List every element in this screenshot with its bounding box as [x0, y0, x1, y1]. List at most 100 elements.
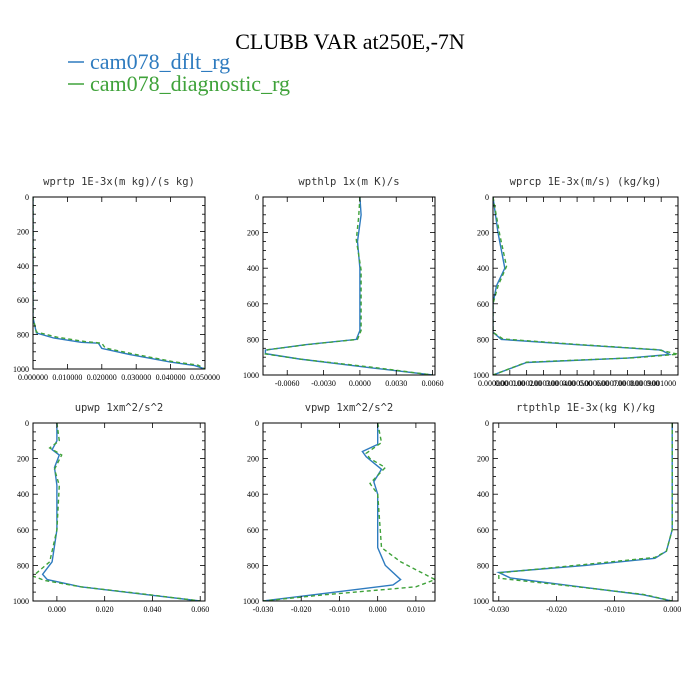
y-tick-label: 200 [247, 229, 259, 238]
y-tick-label: 400 [477, 490, 489, 499]
y-tick-label: 600 [247, 526, 259, 535]
panel-2: wpthlp 1x(m K)/s 0 200 400 600 800 1000 -0.0060… [243, 176, 444, 388]
x-tick-label: 0.000300 [528, 379, 558, 388]
y-tick-label: 1000 [13, 597, 29, 606]
panel-title: wpthlp 1x(m K)/s [298, 176, 399, 188]
x-tick-label: 0.0060 [422, 379, 444, 388]
x-tick-label: 0.000500 [562, 379, 592, 388]
y-tick-label: 1000 [243, 597, 259, 606]
y-tick-label: 0 [485, 193, 489, 202]
y-tick-label: 600 [477, 526, 489, 535]
x-tick-label: 0.000 [48, 605, 66, 614]
x-tick-label: -0.020 [291, 605, 312, 614]
y-tick-label: 400 [247, 264, 259, 273]
panel-4: upwp 1xm^2/s^2 0 200 400 600 800 1000 0.000 0.02… [13, 402, 209, 614]
y-tick-label: 600 [17, 296, 29, 305]
y-tick-label: 800 [477, 561, 489, 570]
x-tick-label: 0.010000 [52, 373, 82, 382]
x-tick-label: 0.000900 [629, 379, 659, 388]
x-tick-label: -0.030 [253, 605, 274, 614]
panel-title: wprtp 1E-3x(m kg)/(s kg) [43, 176, 195, 188]
y-tick-label: 200 [17, 227, 29, 236]
y-tick-label: 0 [25, 193, 29, 202]
series-line-dflt [493, 197, 673, 375]
x-tick-label: -0.010 [604, 605, 625, 614]
y-tick-label: 800 [247, 561, 259, 570]
x-tick-label: 0.040000 [156, 373, 186, 382]
series-line-dflt [264, 197, 433, 375]
plot-frame [32, 196, 206, 370]
x-tick-label: 0.000600 [579, 379, 609, 388]
y-tick-label: 0 [255, 419, 259, 428]
legend: cam078_dflt_rg cam078_diagnostic_rg [68, 49, 290, 96]
x-tick-label: 0.000700 [596, 379, 626, 388]
y-tick-label: 400 [247, 490, 259, 499]
plot-frame [492, 196, 679, 376]
x-tick-label: 0.040 [143, 605, 161, 614]
panel-5: vpwp 1xm^2/s^2 0 200 400 600 800 1000-0.030 -0.… [243, 402, 436, 614]
y-tick-label: 200 [477, 455, 489, 464]
x-tick-label: 0.000 [663, 605, 681, 614]
y-tick-label: 1000 [473, 597, 489, 606]
y-tick-label: 0 [25, 419, 29, 428]
x-tick-label: 0.000000 [18, 373, 48, 382]
x-tick-label: 0.030000 [121, 373, 151, 382]
y-tick-label: 400 [17, 262, 29, 271]
x-tick-label: 0.000400 [545, 379, 575, 388]
series-line-dflt [496, 423, 673, 601]
series-line-diagnostic [493, 197, 678, 375]
x-tick-label: 0.000000 [478, 379, 508, 388]
y-tick-label: 0 [485, 419, 489, 428]
y-tick-label: 200 [247, 455, 259, 464]
x-tick-label: 0.000 [369, 605, 387, 614]
x-tick-label: 0.020000 [87, 373, 117, 382]
plot-frame [32, 422, 206, 602]
legend-item-dflt: cam078_dflt_rg [68, 49, 230, 74]
series-line-diagnostic [33, 423, 201, 601]
x-tick-label: 0.050000 [190, 373, 220, 382]
y-tick-label: 400 [17, 490, 29, 499]
figure-title: CLUBB VAR at250E,-7N [235, 29, 465, 54]
y-tick-label: 600 [247, 300, 259, 309]
series-line-diagnostic [498, 423, 673, 601]
plot-frame [262, 196, 436, 376]
x-tick-label: 0.001000 [646, 379, 676, 388]
panel-title: upwp 1xm^2/s^2 [75, 402, 164, 414]
panels: wprtp 1E-3x(m kg)/(s kg) 0 200 400 600 800 100… [13, 176, 681, 614]
panel-title: wprcp 1E-3x(m/s) (kg/kg) [510, 176, 662, 188]
y-tick-label: 800 [477, 335, 489, 344]
x-tick-label: -0.030 [488, 605, 509, 614]
x-tick-label: -0.010 [329, 605, 350, 614]
series-line-diagnostic [33, 197, 205, 369]
y-tick-label: 1000 [13, 365, 29, 374]
y-tick-label: 800 [247, 335, 259, 344]
plot-frame [262, 422, 436, 602]
x-tick-label: -0.0060 [275, 379, 300, 388]
x-tick-label: 0.060 [191, 605, 209, 614]
y-tick-label: 600 [477, 300, 489, 309]
series-line-diagnostic [263, 423, 435, 601]
series-line-dflt [41, 423, 201, 601]
panel-title: vpwp 1xm^2/s^2 [305, 402, 394, 414]
x-tick-label: -0.0030 [311, 379, 336, 388]
x-tick-label: 0.010 [407, 605, 425, 614]
legend-item-diagnostic: cam078_diagnostic_rg [68, 71, 290, 96]
legend-label-diagnostic: cam078_diagnostic_rg [90, 71, 290, 96]
panel-3: wprcp 1E-3x(m/s) (kg/kg) 0 200 400 600 800 100… [473, 176, 679, 388]
x-tick-label: 0.0000 [349, 379, 371, 388]
x-tick-label: 0.020 [96, 605, 114, 614]
x-tick-label: 0.000200 [512, 379, 542, 388]
legend-label-dflt: cam078_dflt_rg [90, 49, 230, 74]
y-tick-label: 800 [17, 561, 29, 570]
y-tick-label: 1000 [473, 371, 489, 380]
series-line-dflt [263, 423, 402, 601]
panel-1: wprtp 1E-3x(m kg)/(s kg) 0 200 400 600 800 100… [13, 176, 220, 382]
y-tick-label: 200 [477, 229, 489, 238]
y-tick-label: 0 [255, 193, 259, 202]
y-tick-label: 800 [17, 331, 29, 340]
x-tick-label: 0.000800 [613, 379, 643, 388]
y-tick-label: 200 [17, 455, 29, 464]
x-tick-label: 0.0030 [385, 379, 407, 388]
series-line-dflt [33, 197, 205, 369]
